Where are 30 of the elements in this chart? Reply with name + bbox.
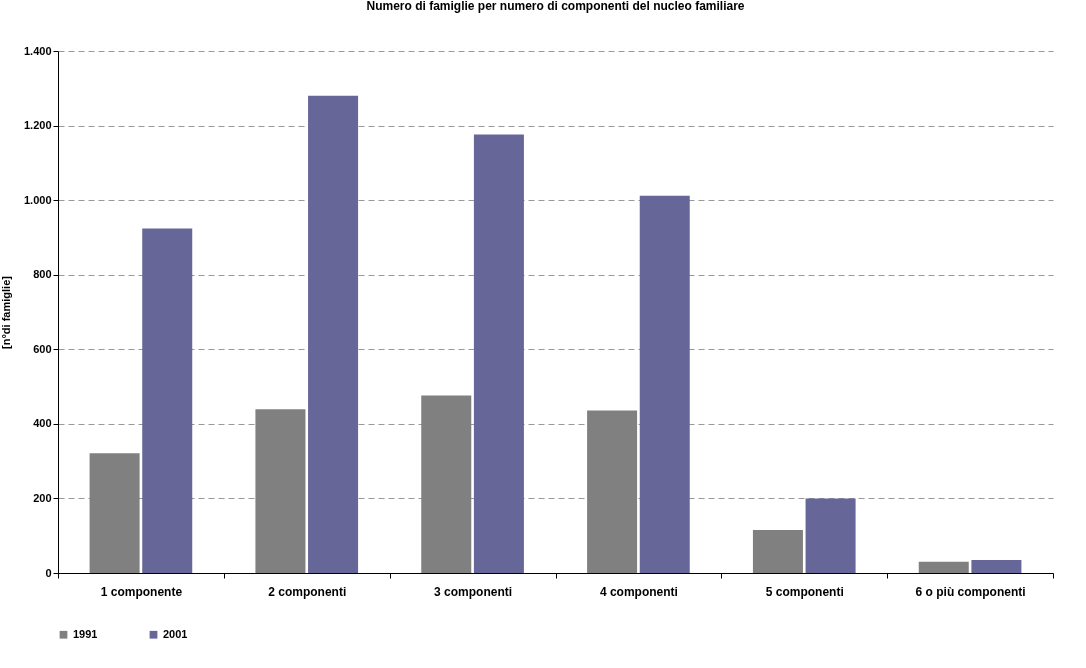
x-tick-label: 5 componenti	[765, 584, 844, 599]
y-tick-label: 400	[33, 417, 52, 430]
y-tick-label: 1.400	[23, 44, 52, 57]
bar	[255, 409, 306, 573]
x-tick-label: 1 componente	[100, 584, 183, 599]
y-tick-label: 200	[33, 491, 52, 504]
legend-label: 2001	[163, 627, 188, 640]
bar	[805, 498, 856, 573]
x-tick-label: 4 componenti	[599, 584, 678, 599]
y-tick-label: 0	[45, 566, 52, 579]
bar	[421, 395, 472, 573]
bar	[639, 195, 690, 573]
y-tick-label: 600	[33, 342, 52, 355]
bar	[308, 95, 359, 573]
x-tick-label: 2 componenti	[268, 584, 347, 599]
y-tick-label: 1.200	[23, 119, 52, 132]
bar	[971, 559, 1022, 573]
bar	[473, 134, 524, 573]
bar	[752, 530, 803, 573]
x-tick-label: 6 o più componenti	[915, 584, 1026, 599]
bar	[142, 228, 193, 573]
x-tick-label: 3 componenti	[434, 584, 513, 599]
y-tick-label: 1.000	[23, 193, 52, 206]
bar	[587, 410, 638, 573]
bar	[918, 561, 969, 573]
y-axis-title: [n°di famiglie]	[0, 275, 12, 349]
bar	[89, 453, 140, 573]
y-tick-label: 800	[33, 268, 52, 281]
legend-label: 1991	[73, 627, 98, 640]
chart-title: Numero di famiglie per numero di componenti del nucleo familiare	[366, 0, 745, 13]
